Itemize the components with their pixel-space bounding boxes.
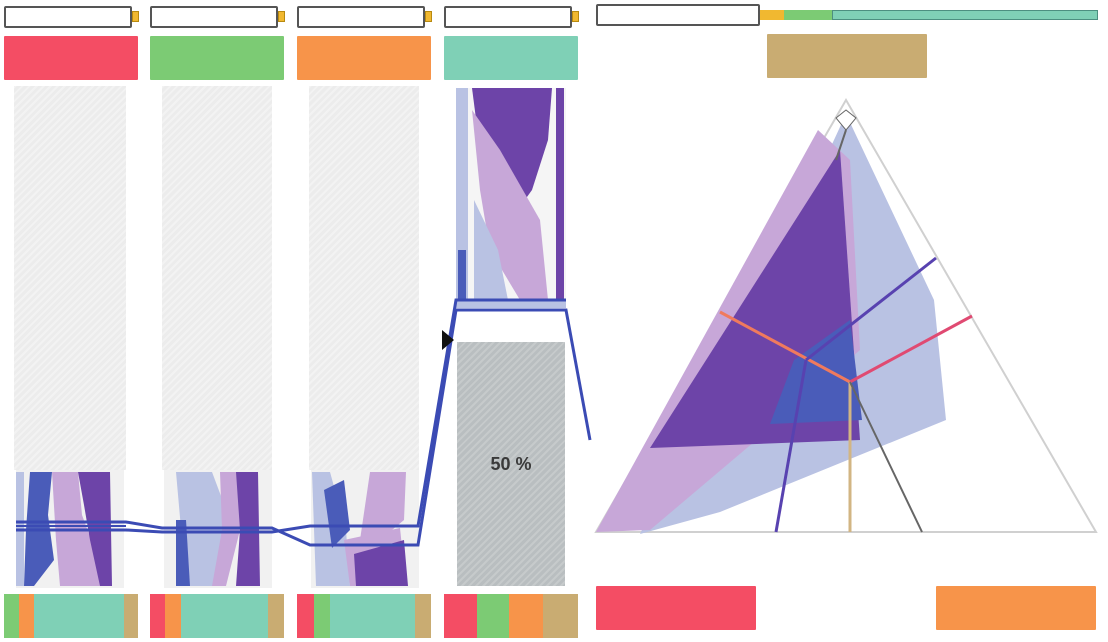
panel-4-bottom-orange bbox=[509, 594, 543, 638]
ternary-top-chip[interactable] bbox=[767, 34, 927, 78]
battery-tip-1 bbox=[132, 11, 139, 22]
panel-4-strip-right bbox=[556, 88, 564, 304]
panel-4-bottom-bar bbox=[444, 594, 578, 638]
mini-area-2-blue bbox=[176, 520, 190, 586]
bar-panel-3 bbox=[309, 86, 419, 470]
bottom-bar-1-teal bbox=[34, 594, 124, 638]
battery-tip-3 bbox=[425, 11, 432, 22]
panel-4-area-pale bbox=[474, 200, 508, 300]
panel-4-strip-blue bbox=[458, 250, 466, 300]
color-chip-red[interactable] bbox=[4, 36, 138, 80]
mini-area-3-lilac-top bbox=[360, 472, 406, 540]
bottom-bar-3-tan bbox=[415, 594, 431, 638]
color-chip-teal[interactable] bbox=[444, 36, 578, 80]
ternary-line-purple-a bbox=[774, 359, 808, 533]
ternary-line-gray bbox=[849, 381, 923, 533]
bottom-bar-1-red bbox=[4, 594, 19, 638]
bar-panel-1 bbox=[14, 86, 126, 470]
bottom-bar-1-tan bbox=[124, 594, 138, 638]
panel-4-bottom-green bbox=[477, 594, 509, 638]
battery-tip-2 bbox=[278, 11, 285, 22]
ternary-plot bbox=[594, 98, 1098, 534]
panel-4-bottom-tan bbox=[543, 594, 578, 638]
percent-label: 50 % bbox=[490, 453, 532, 474]
ternary-area-blue bbox=[770, 320, 862, 424]
ternary-right-chip[interactable] bbox=[936, 586, 1096, 630]
panel-4-area-lilac bbox=[472, 110, 548, 300]
ternary-left-chip[interactable] bbox=[596, 586, 756, 630]
bottom-bar-3 bbox=[297, 594, 431, 638]
battery-indicator-1 bbox=[4, 6, 132, 28]
battery-tip-4 bbox=[572, 11, 579, 22]
ternary-line-gray-top bbox=[835, 129, 847, 161]
percent-box[interactable]: 50 % bbox=[457, 342, 565, 586]
bottom-bar-1 bbox=[4, 594, 138, 638]
bottom-bar-1-orange bbox=[19, 594, 34, 638]
link-line-1 bbox=[16, 308, 592, 547]
ternary-capacity-bar bbox=[596, 4, 760, 26]
bottom-bar-3-red bbox=[297, 594, 314, 638]
bottom-bar-2-tan bbox=[268, 594, 284, 638]
mini-area-3-purple bbox=[354, 540, 408, 586]
panel-4-bottom-red bbox=[444, 594, 477, 638]
color-chip-orange[interactable] bbox=[297, 36, 431, 80]
ternary-capacity-green bbox=[784, 10, 832, 20]
ternary-line-purple-b bbox=[805, 256, 937, 362]
ternary-capacity-teal bbox=[832, 10, 1098, 20]
panel-4-band bbox=[456, 300, 566, 308]
bottom-bar-3-green bbox=[314, 594, 330, 638]
ternary-top-marker bbox=[835, 109, 857, 131]
color-chip-green[interactable] bbox=[150, 36, 284, 80]
panel-4-chart bbox=[456, 88, 566, 308]
battery-indicator-4 bbox=[444, 6, 572, 28]
ternary-capacity-yellow bbox=[760, 10, 784, 20]
battery-indicator-3 bbox=[297, 6, 425, 28]
bottom-bar-2 bbox=[150, 594, 284, 638]
selection-arrow-icon[interactable] bbox=[442, 330, 454, 350]
bar-panel-2 bbox=[162, 86, 272, 470]
bottom-bar-2-teal bbox=[181, 594, 268, 638]
bottom-bar-2-red bbox=[150, 594, 165, 638]
ternary-axis-pink bbox=[849, 314, 973, 384]
bottom-bar-3-teal bbox=[330, 594, 415, 638]
ternary-axis-red bbox=[719, 310, 851, 384]
battery-indicator-2 bbox=[150, 6, 278, 28]
mini-chart-3 bbox=[311, 470, 419, 588]
mini-area-3-blue bbox=[324, 480, 350, 548]
bottom-bar-2-orange bbox=[165, 594, 181, 638]
